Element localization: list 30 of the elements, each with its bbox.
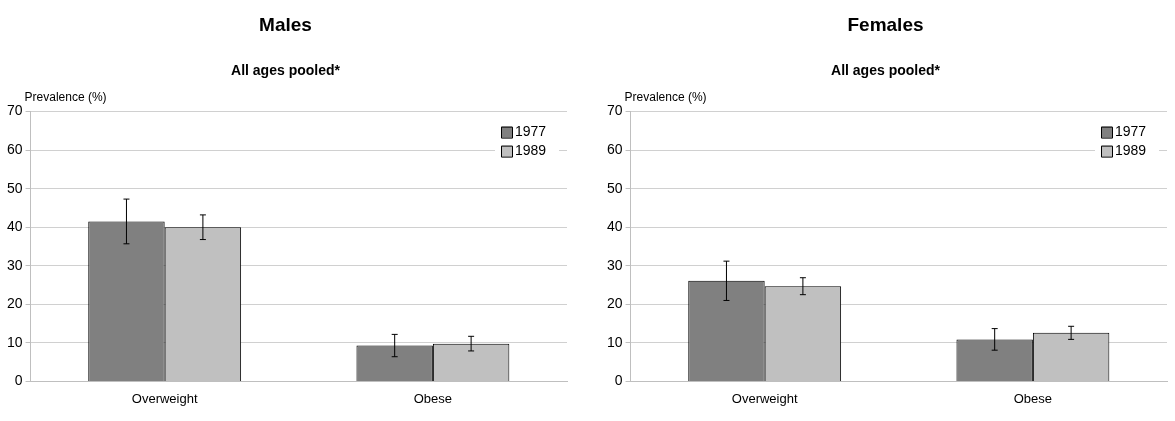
chart-subtitle: All ages pooled* [831,62,941,79]
y-tick-label: 50 [6,179,23,196]
y-tick-label: 50 [606,179,623,196]
y-tick-label: 0 [614,372,623,389]
chart-subtitle: All ages pooled* [231,62,341,79]
y-tick-label: 20 [606,295,623,312]
legend-label: 1989 [1115,142,1147,159]
legend-label: 1989 [515,142,547,159]
y-tick-label: 60 [6,141,23,157]
y-tick-label: 30 [6,256,23,273]
y-axis-title: Prevalence (%) [24,89,107,104]
legend-label: 1977 [515,123,547,140]
y-axis-title: Prevalence (%) [624,89,707,104]
y-tick-label: 70 [606,102,623,119]
chart-title: Males [259,13,312,35]
y-tick-label: 10 [6,333,23,350]
y-tick-label: 20 [6,295,23,312]
y-tick-label: 30 [606,256,623,273]
chart-title: Females [847,13,924,35]
x-tick-label: Obese [1013,390,1053,406]
legend-label: 1977 [1115,123,1147,140]
x-tick-label: Overweight [131,390,198,406]
y-tick-label: 40 [6,218,23,235]
y-tick-label: 60 [606,141,623,157]
x-tick-label: Overweight [731,390,798,406]
y-tick-label: 10 [606,333,623,350]
y-tick-label: 0 [14,372,23,389]
y-tick-label: 70 [6,102,23,119]
y-tick-label: 40 [606,218,623,235]
x-tick-label: Obese [413,390,453,406]
